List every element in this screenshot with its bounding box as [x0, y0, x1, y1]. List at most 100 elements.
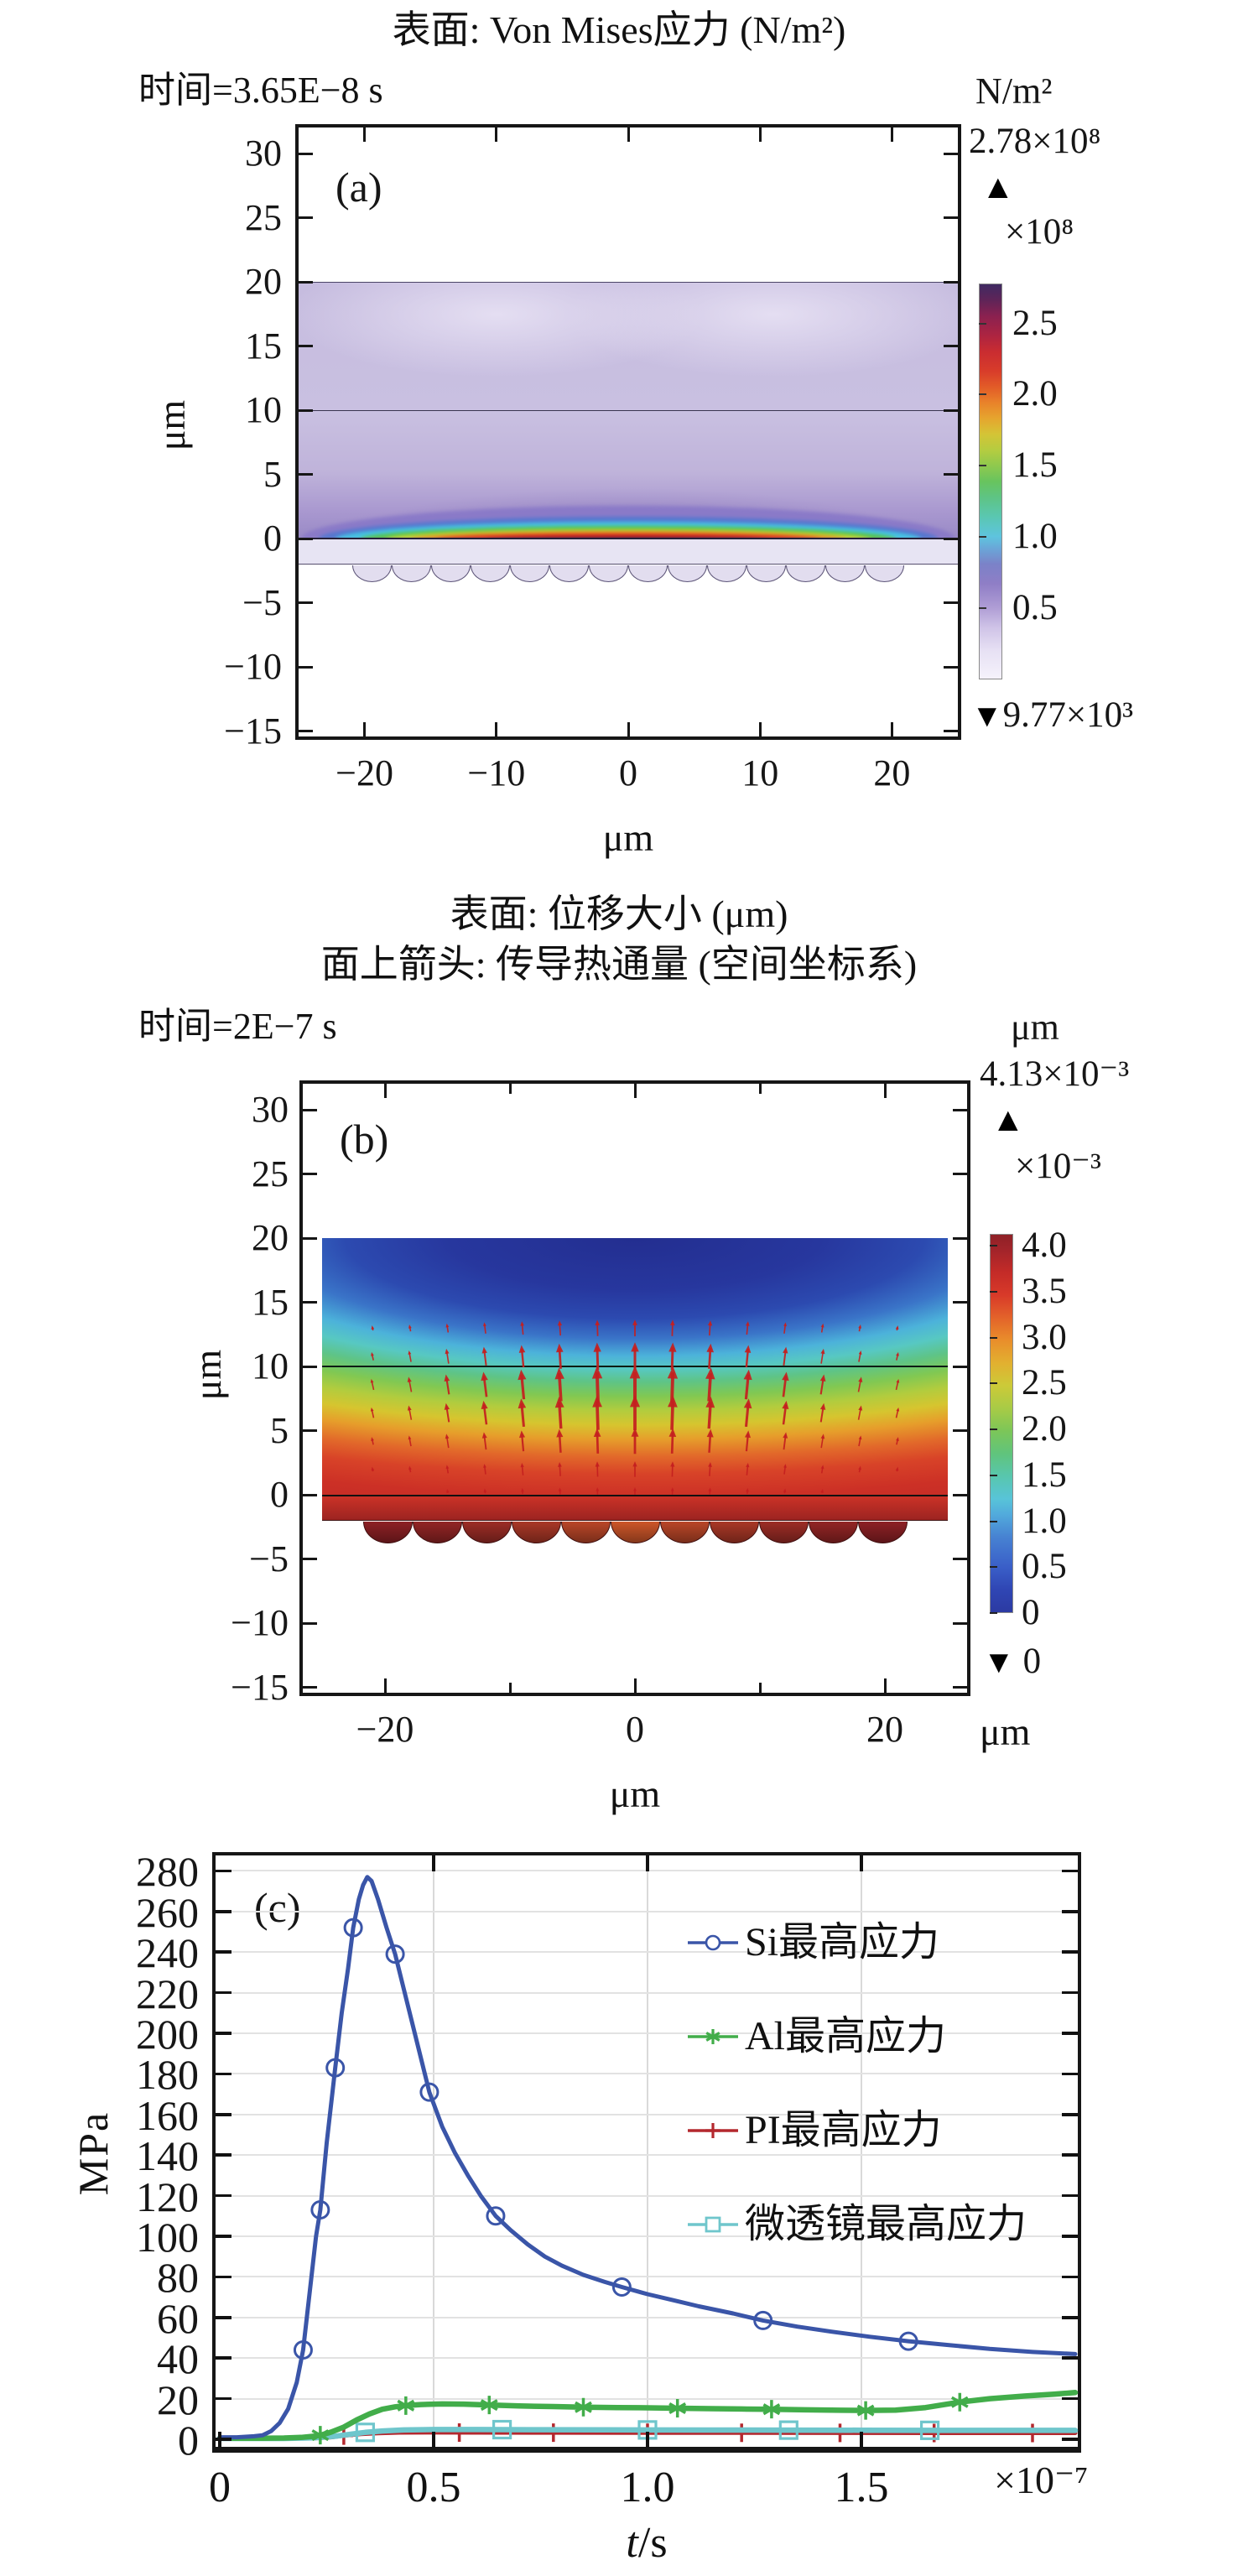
heat-flux-arrow-head [667, 1366, 679, 1379]
heat-flux-arrow-head [708, 1487, 712, 1492]
y-tick [216, 2153, 231, 2157]
y-tick [216, 2316, 231, 2319]
heat-flux-arrow-head [706, 1429, 714, 1438]
panel-c-xaxis-var: t [626, 2519, 638, 2567]
panel-a-colorbar-min-value: 9.77×10³ [1002, 695, 1134, 735]
panel-a-time-label: 时间=3.65E−8 s [138, 70, 383, 111]
marker-square [778, 2420, 798, 2440]
marker-star [668, 2398, 687, 2417]
panel-a-pi-strip [299, 539, 958, 565]
heat-flux-arrow-head [744, 1345, 752, 1353]
y-tick [216, 2113, 231, 2116]
marker-star [950, 2392, 969, 2412]
x-tick-label: 0 [626, 1709, 644, 1750]
panel-b-colorbar-strip [990, 1234, 1013, 1613]
heat-flux-arrow-head [746, 1321, 750, 1326]
heat-flux-arrow-head [783, 1432, 788, 1439]
gridline-horizontal [216, 2276, 1078, 2278]
heat-flux-arrow-head [591, 1366, 603, 1379]
heat-flux-arrow-head [593, 1342, 601, 1352]
heat-flux-arrow-head [371, 1325, 375, 1330]
heat-flux-arrow-head [593, 1428, 601, 1438]
y-tick [299, 409, 313, 412]
x-tick [495, 127, 498, 142]
x-tick [883, 1678, 887, 1693]
x-tick [758, 722, 762, 736]
heat-flux-arrow-head [668, 1428, 677, 1438]
heat-flux-arrow-head [632, 1319, 637, 1325]
panel-a-zero-line [299, 538, 958, 539]
heat-flux-arrow-head [708, 1461, 712, 1467]
y-tick [216, 2235, 231, 2238]
panel-a-label: (a) [336, 164, 382, 211]
marker-star [575, 2397, 592, 2417]
x-minor-tick [758, 1084, 762, 1094]
heat-flux-arrow-head [858, 1465, 861, 1470]
y-tick-label: 5 [263, 453, 282, 495]
heat-flux-arrow-head [820, 1489, 824, 1493]
heat-flux-arrow-head [670, 1461, 675, 1467]
y-tick-label: 5 [270, 1409, 289, 1451]
panel-b-title: 表面: 位移大小 (μm) [450, 892, 788, 935]
x-tick [218, 2432, 221, 2448]
y-tick [1062, 2275, 1078, 2279]
y-tick-label: 160 [136, 2091, 199, 2139]
x-tick-label: 1.5 [834, 2464, 889, 2511]
heat-flux-arrow-head [858, 1376, 863, 1382]
legend-item: 微透镜最高应力 [686, 2201, 1027, 2248]
y-tick-label: 240 [136, 1929, 199, 1977]
colorbar-tick-label: 3.0 [1022, 1317, 1067, 1357]
legend-label: PI最高应力 [745, 2108, 942, 2152]
rect [705, 2216, 721, 2233]
y-tick [303, 1493, 317, 1496]
colorbar-tick [990, 1290, 997, 1293]
y-tick [953, 1429, 967, 1432]
heat-flux-arrow-head [557, 1320, 562, 1326]
heat-flux-arrow-head [668, 1395, 678, 1408]
x-tick-label: 20 [866, 1709, 903, 1750]
panel-a-colorbar-strip [979, 284, 1002, 679]
y-tick-label: 200 [136, 2011, 199, 2058]
y-tick [1062, 2396, 1078, 2401]
colorbar-tick-label: 1.0 [1012, 517, 1058, 557]
y-tick-label: 0 [263, 518, 282, 559]
heat-flux-arrow-head [858, 1350, 862, 1355]
heat-flux-arrow-head [481, 1371, 488, 1382]
heat-flux-arrow-head [782, 1400, 789, 1409]
x-tick-label: 20 [873, 752, 911, 794]
y-tick [299, 345, 313, 347]
y-tick [303, 1301, 317, 1304]
panel-b-xaxis-unit: μm [609, 1772, 661, 1815]
heat-flux-arrow-head [595, 1461, 600, 1467]
heat-flux-arrow-head [896, 1351, 899, 1356]
marker-circle [293, 2340, 313, 2360]
heat-flux-arrow-head [633, 1486, 637, 1491]
y-tick-label: 10 [252, 1345, 289, 1387]
marker-circle [898, 2331, 918, 2351]
panel-a-colorbar-min: ▼9.77×10³ [971, 695, 1133, 736]
y-tick-label: 80 [157, 2254, 199, 2302]
marker-square [355, 2422, 375, 2443]
heat-flux-arrow-head [445, 1489, 450, 1493]
panel-a-colorbar-unit: N/m² [975, 70, 1053, 112]
heat-flux-arrow-head [407, 1405, 412, 1411]
marker-star [480, 2396, 498, 2415]
y-tick-label: −15 [231, 1666, 289, 1708]
x-tick [890, 722, 893, 736]
gridline-vertical [647, 1855, 648, 2448]
colorbar-tick-label: 2.0 [1012, 374, 1058, 414]
y-tick [303, 1365, 317, 1368]
panel-b-colorbar-scale: ×10⁻³ [1015, 1147, 1101, 1186]
y-tick [216, 2396, 231, 2401]
x-tick [646, 1855, 649, 1871]
gridline-horizontal [216, 2316, 1078, 2318]
heat-flux-arrow-head [670, 1487, 674, 1491]
marker-circle [486, 2206, 506, 2226]
y-tick [1062, 2113, 1078, 2116]
y-tick [303, 1686, 317, 1689]
x-tick [432, 2432, 435, 2448]
heat-flux-arrow-head [371, 1351, 374, 1356]
y-tick [944, 152, 958, 155]
x-tick [383, 1084, 387, 1098]
